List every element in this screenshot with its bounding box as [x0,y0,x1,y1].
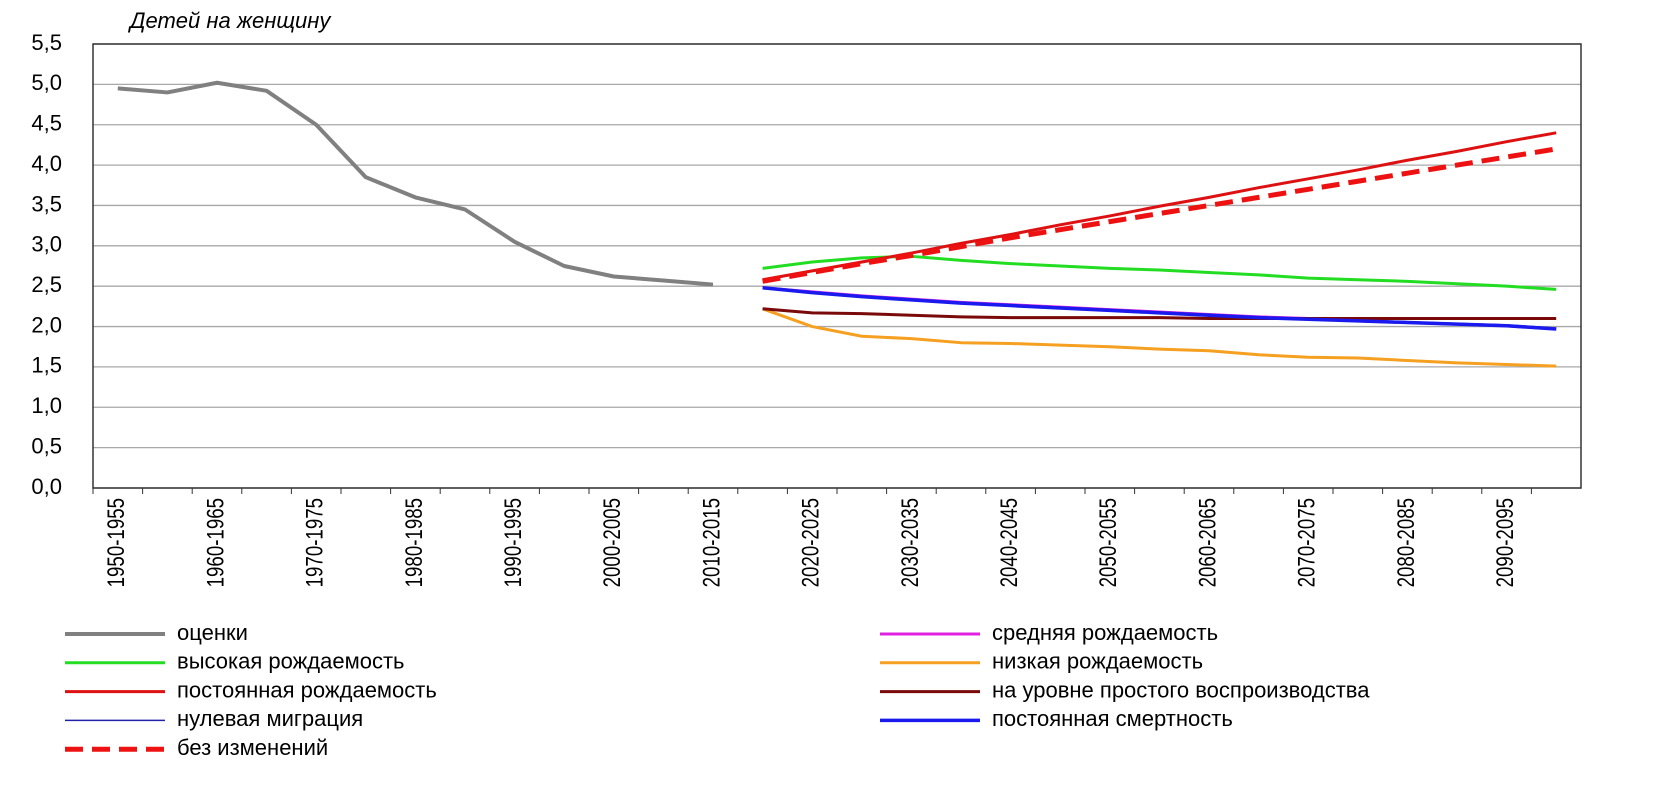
y-tick-label: 3,5 [31,191,62,216]
x-tick-label: 2000-2005 [598,498,626,587]
y-tick-label: 5,0 [31,70,62,95]
y-tick-label: 2,5 [31,272,62,297]
x-tick-label: 2050-2055 [1094,498,1122,587]
x-tick-label: 1980-1985 [399,498,427,587]
x-tick-label: 1960-1965 [201,498,229,587]
x-tick-label: 2010-2015 [697,498,725,587]
y-tick-label: 3,0 [31,232,62,257]
x-tick-label: 2070-2075 [1292,498,1320,587]
legend-label: низкая рождаемость [992,649,1203,674]
y-tick-label: 0,5 [31,433,62,458]
series-line [762,286,1557,331]
legend-label: на уровне простого воспроизводства [992,677,1370,702]
x-tick-label: 2080-2085 [1391,498,1419,587]
y-tick-label: 1,0 [31,393,62,418]
legend-label: постоянная смертность [992,706,1233,731]
y-tick-label: 5,5 [31,30,62,55]
x-tick-label: 1990-1995 [499,498,527,587]
y-tick-label: 4,0 [31,151,62,176]
series-line [117,80,714,287]
y-tick-label: 1,5 [31,353,62,378]
x-tick-label: 2060-2065 [1193,498,1221,587]
x-tick-label: 2040-2045 [995,498,1023,587]
y-tick-label: 0,0 [31,474,62,499]
y-axis-title: Детей на женщину [127,8,332,33]
x-tick-label: 1950-1955 [102,498,130,587]
series-line [762,131,1557,282]
y-tick-label: 2,0 [31,312,62,337]
legend-label: постоянная рождаемость [177,677,437,702]
legend-label: без изменений [177,735,328,760]
y-tick-label: 4,5 [31,111,62,136]
x-tick-label: 2020-2025 [796,498,824,587]
series-line [762,307,1557,320]
series-line [762,146,1557,284]
legend-label: средняя рождаемость [992,620,1218,645]
legend-label: оценки [177,620,248,645]
x-tick-label: 1970-1975 [300,498,328,587]
x-tick-label: 2030-2035 [895,498,923,587]
x-tick-label: 2090-2095 [1491,498,1519,587]
legend-label: нулевая миграция [177,706,363,731]
series-line [762,307,1557,368]
legend-label: высокая рождаемость [177,649,405,674]
